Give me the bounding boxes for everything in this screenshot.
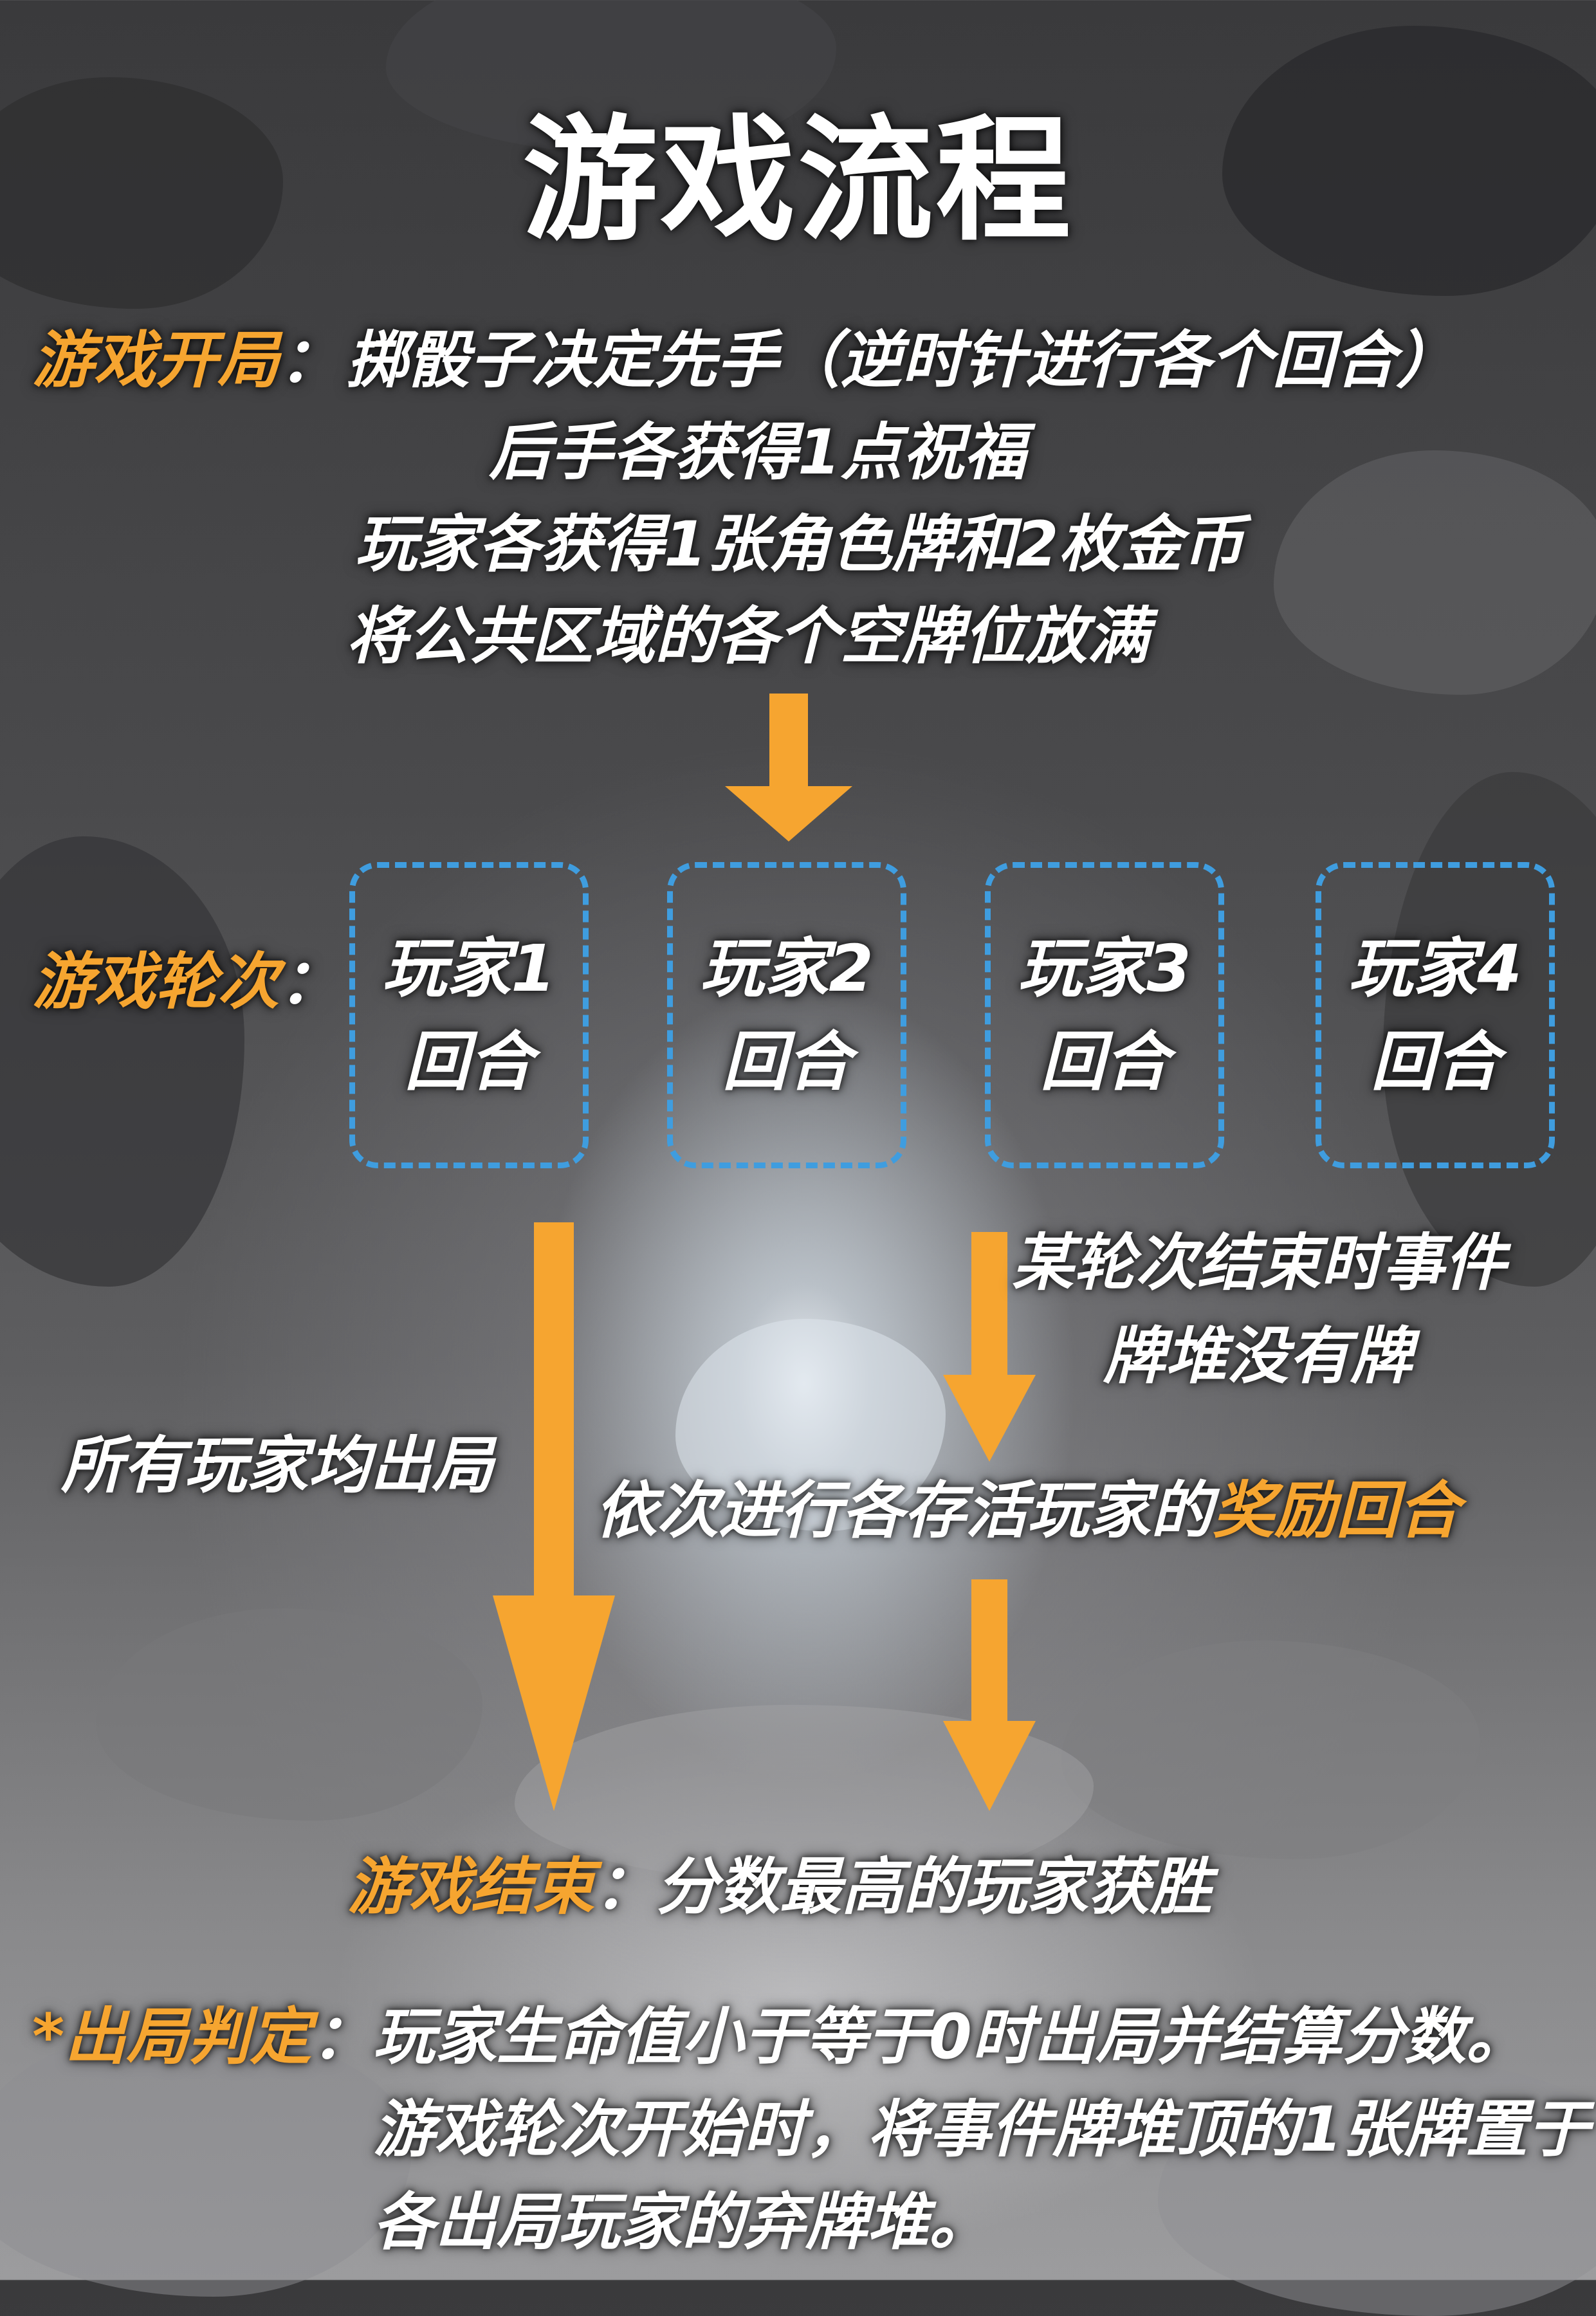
end-line: 游戏结束：分数最高的玩家获胜: [347, 1856, 1212, 1918]
player-1-name: 玩家1: [382, 931, 556, 1006]
elimination-heading: *出局判定：: [32, 2006, 373, 2068]
bonus-round-line: 依次进行各存活玩家的奖励回合: [595, 1480, 1460, 1541]
elimination-label: *出局判定: [32, 2001, 312, 2073]
rounds-label: 游戏轮次: [32, 946, 279, 1018]
player-4-turn-box: 玩家4 回合: [1316, 862, 1555, 1168]
end-label: 游戏结束: [347, 1851, 594, 1923]
arrow-down-icon: [493, 1222, 615, 1811]
arrow-down-icon: [943, 1232, 1036, 1462]
arrow-down-icon: [725, 694, 852, 841]
rounds-heading: 游戏轮次：: [32, 951, 341, 1013]
start-line-2: 后手各获得1点祝福: [489, 416, 1026, 488]
player-3-turn-box: 玩家3 回合: [985, 862, 1224, 1168]
start-line-3: 玩家各获得1张角色牌和2枚金币: [355, 508, 1244, 580]
start-label: 游戏开局: [32, 324, 279, 396]
start-line-1: 掷骰子决定先手（逆时针进行各个回合）: [346, 324, 1458, 396]
player-4-turn: 回合: [1371, 1024, 1500, 1099]
start-colon: ：: [279, 324, 341, 396]
elimination-line-2: 游戏轮次开始时，将事件牌堆顶的1张牌置于: [373, 2093, 1590, 2165]
branch-deck-empty-line-2: 牌堆没有牌: [1103, 1320, 1412, 1392]
end-text: 分数最高的玩家获胜: [656, 1851, 1212, 1923]
bonus-round-text: 依次进行各存活玩家的: [595, 1475, 1213, 1547]
player-2-name: 玩家2: [700, 931, 874, 1006]
player-2-turn: 回合: [722, 1024, 851, 1099]
arrow-down-icon: [943, 1579, 1036, 1811]
player-3-name: 玩家3: [1018, 931, 1191, 1006]
elimination-line-1: 玩家生命值小于等于0时出局并结算分数。: [373, 2001, 1528, 2073]
player-1-turn: 回合: [405, 1024, 533, 1099]
player-3-turn: 回合: [1040, 1024, 1169, 1099]
player-1-turn-box: 玩家1 回合: [349, 862, 589, 1168]
player-4-name: 玩家4: [1348, 931, 1522, 1006]
start-heading: 游戏开局：: [32, 329, 341, 391]
elimination-line-3: 各出局玩家的弃牌堆。: [373, 2186, 991, 2258]
branch-deck-empty-line-1: 某轮次结束时事件: [1012, 1227, 1506, 1299]
end-colon: ：: [594, 1851, 656, 1923]
player-2-turn-box: 玩家2 回合: [667, 862, 906, 1168]
rounds-colon: ：: [279, 946, 341, 1018]
page-title: 游戏流程: [522, 102, 1074, 259]
bonus-round-highlight: 奖励回合: [1213, 1475, 1460, 1547]
start-line-4: 将公共区域的各个空牌位放满: [346, 600, 1149, 672]
branch-all-eliminated: 所有玩家均出局: [61, 1429, 493, 1502]
elimination-colon: ：: [311, 2001, 374, 2073]
